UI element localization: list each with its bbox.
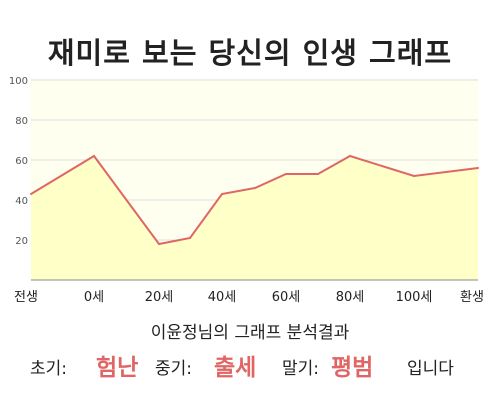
y-tick-label: 80: [15, 116, 28, 127]
x-tick-label: 환생: [460, 290, 484, 305]
mid-label: 중기:: [155, 359, 193, 379]
data-point-100세: [413, 175, 415, 177]
data-point-50세: [254, 187, 256, 189]
data-point-80세: [349, 155, 351, 157]
life-graph-chart: 20 40 60 80 100 전생 0세 20세 40세 60세 80세 100세 환생: [9, 76, 484, 305]
early-value: 험난: [96, 355, 139, 381]
late-value: 평범: [331, 355, 374, 381]
x-axis-ticks: 전생 0세 20세 40세 60세 80세 100세 환생: [14, 290, 484, 305]
data-point-0세: [93, 155, 95, 157]
data-point-40세: [221, 193, 223, 195]
y-tick-label: 60: [15, 156, 28, 167]
y-tick-label: 100: [9, 76, 28, 87]
data-point-70세: [317, 173, 319, 175]
x-tick-label: 전생: [14, 290, 38, 305]
x-tick-label: 60세: [272, 290, 301, 305]
mid-value: 출세: [214, 355, 257, 381]
x-tick-label: 100세: [396, 290, 433, 305]
early-label: 초기:: [30, 359, 68, 379]
data-point-30세: [189, 237, 191, 239]
summary-ending: 입니다: [407, 359, 454, 379]
analysis-subtitle: 이윤정님의 그래프 분석결과: [150, 323, 350, 343]
x-tick-label: 20세: [145, 290, 174, 305]
x-tick-label: 0세: [84, 290, 104, 305]
analysis-summary: 초기: 험난 중기: 출세 말기: 평범 입니다: [0, 346, 500, 382]
data-point-환생: [477, 167, 479, 169]
y-tick-label: 20: [15, 236, 28, 247]
data-point-60세: [285, 173, 287, 175]
x-tick-label: 80세: [336, 290, 365, 305]
late-label: 말기:: [282, 359, 320, 379]
y-tick-label: 40: [15, 196, 28, 207]
x-tick-label: 40세: [208, 290, 237, 305]
y-axis-ticks: 20 40 60 80 100: [9, 76, 28, 247]
data-point-전생: [30, 193, 32, 195]
area-layer: [30, 154, 479, 281]
area-fill: [31, 156, 478, 280]
data-point-20세: [158, 243, 160, 245]
chart-title: 재미로 보는 당신의 인생 그래프: [47, 36, 453, 70]
